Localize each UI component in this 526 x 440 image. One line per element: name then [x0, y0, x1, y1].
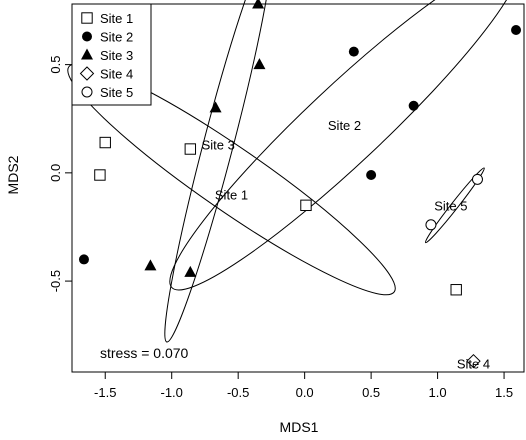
- legend-label-site-2: Site 2: [100, 30, 133, 45]
- point-site-3: [253, 58, 266, 70]
- plot-frame: [71, 3, 525, 373]
- legend-marker-site-4: [79, 66, 95, 81]
- ellipse-layer: [67, 0, 520, 343]
- ellipse-label-site-3: Site 3: [202, 138, 235, 153]
- point-site-4: [466, 353, 481, 369]
- x-tick-label: 0.5: [362, 385, 380, 400]
- legend-marker-site-1: [81, 12, 93, 24]
- y-tick-label: 0.0: [48, 164, 63, 182]
- x-tick-label: 1.0: [429, 385, 447, 400]
- ellipse-label-site-5: Site 5: [434, 198, 467, 213]
- point-site-1: [300, 199, 312, 212]
- legend-label-site-3: Site 3: [100, 48, 133, 63]
- point-site-1: [450, 284, 462, 296]
- y-tick-label: -0.5: [48, 270, 63, 292]
- point-site-3: [144, 259, 157, 271]
- ellipse-site-5: [424, 167, 485, 244]
- ellipse-label-site-2: Site 2: [328, 118, 361, 133]
- y-tick-label: 0.5: [48, 56, 63, 74]
- point-site-1: [94, 169, 106, 181]
- ellipse-site-3: [164, 0, 273, 343]
- axis-layer: -1.5 -1.0 -0.5 0.0 0.5 1.0 1.5 -0.5 0.0 0.5: [48, 3, 525, 400]
- x-tick-label: -0.5: [227, 385, 249, 400]
- point-site-2: [366, 170, 377, 181]
- point-site-5: [425, 219, 437, 231]
- ellipse-label-site-4: Site 4: [457, 356, 490, 371]
- legend-label-site-1: Site 1: [100, 11, 133, 26]
- point-site-2: [348, 46, 359, 57]
- point-site-2: [511, 24, 522, 35]
- legend-marker-site-5: [81, 86, 93, 98]
- legend-label-site-4: Site 4: [100, 67, 133, 82]
- legend: Site 1 Site 2 Site 3 Site 4 Site 5: [71, 3, 152, 106]
- point-site-3: [184, 265, 197, 277]
- legend-marker-site-2: [82, 31, 92, 42]
- y-axis-label: MDS2: [5, 155, 21, 194]
- x-axis-label: MDS1: [280, 419, 319, 435]
- point-site-1: [99, 136, 111, 149]
- ellipse-site-2: [169, 0, 520, 291]
- point-layer: [78, 0, 522, 369]
- ellipse-site-1: [67, 63, 396, 296]
- x-tick-label: 0.0: [296, 385, 314, 400]
- point-site-3: [209, 101, 222, 113]
- x-tick-label: 1.5: [495, 385, 513, 400]
- stress-annotation: stress = 0.070: [100, 345, 189, 361]
- point-site-1: [184, 143, 197, 155]
- point-site-5: [471, 173, 483, 185]
- ellipse-label-site-1: Site 1: [215, 187, 248, 202]
- point-site-2: [78, 254, 89, 265]
- legend-label-site-5: Site 5: [100, 85, 133, 100]
- legend-marker-site-3: [81, 48, 93, 60]
- ellipse-label-layer: Site 1 Site 2 Site 3 Site 4 Site 5: [202, 118, 490, 371]
- x-tick-label: -1.0: [161, 385, 183, 400]
- x-tick-label: -1.5: [94, 385, 116, 400]
- point-site-2: [408, 100, 419, 111]
